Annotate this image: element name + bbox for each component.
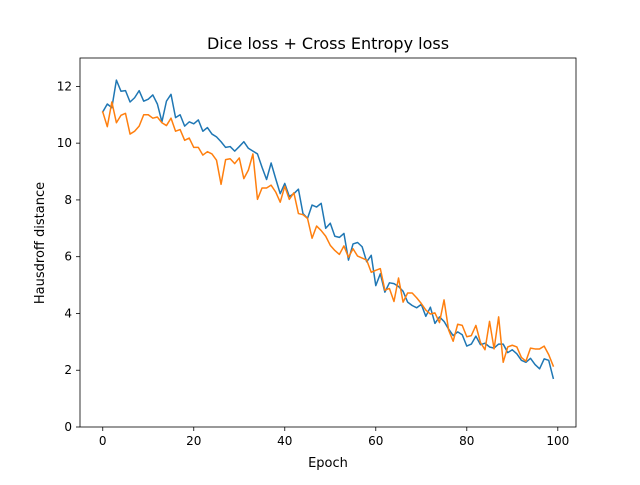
series-1-line (101, 79, 555, 380)
y-tick-label: 10 (57, 136, 72, 150)
y-tick-label: 4 (64, 306, 72, 320)
x-tick-label: 100 (546, 434, 569, 448)
axes: 0 20 40 60 80 100 0 2 4 6 8 10 12 (57, 57, 577, 448)
x-tick-label: 20 (186, 434, 201, 448)
x-tick-label: 0 (99, 434, 107, 448)
plot-area (101, 79, 555, 380)
y-tick-label: 8 (64, 193, 72, 207)
plot-frame (79, 57, 577, 428)
x-tick-label: 40 (277, 434, 292, 448)
chart-title: Dice loss + Cross Entropy loss (207, 34, 449, 53)
y-axis-label: Hausdroff distance (33, 182, 48, 304)
series-2-line (101, 101, 555, 367)
y-tick-label: 0 (64, 420, 72, 434)
x-tick-label: 60 (368, 434, 383, 448)
y-tick-label: 2 (64, 363, 72, 377)
y-tick-label: 6 (64, 250, 72, 264)
x-tick-label: 80 (459, 434, 474, 448)
y-tick-label: 12 (57, 79, 72, 93)
x-axis-label: Epoch (308, 456, 348, 471)
